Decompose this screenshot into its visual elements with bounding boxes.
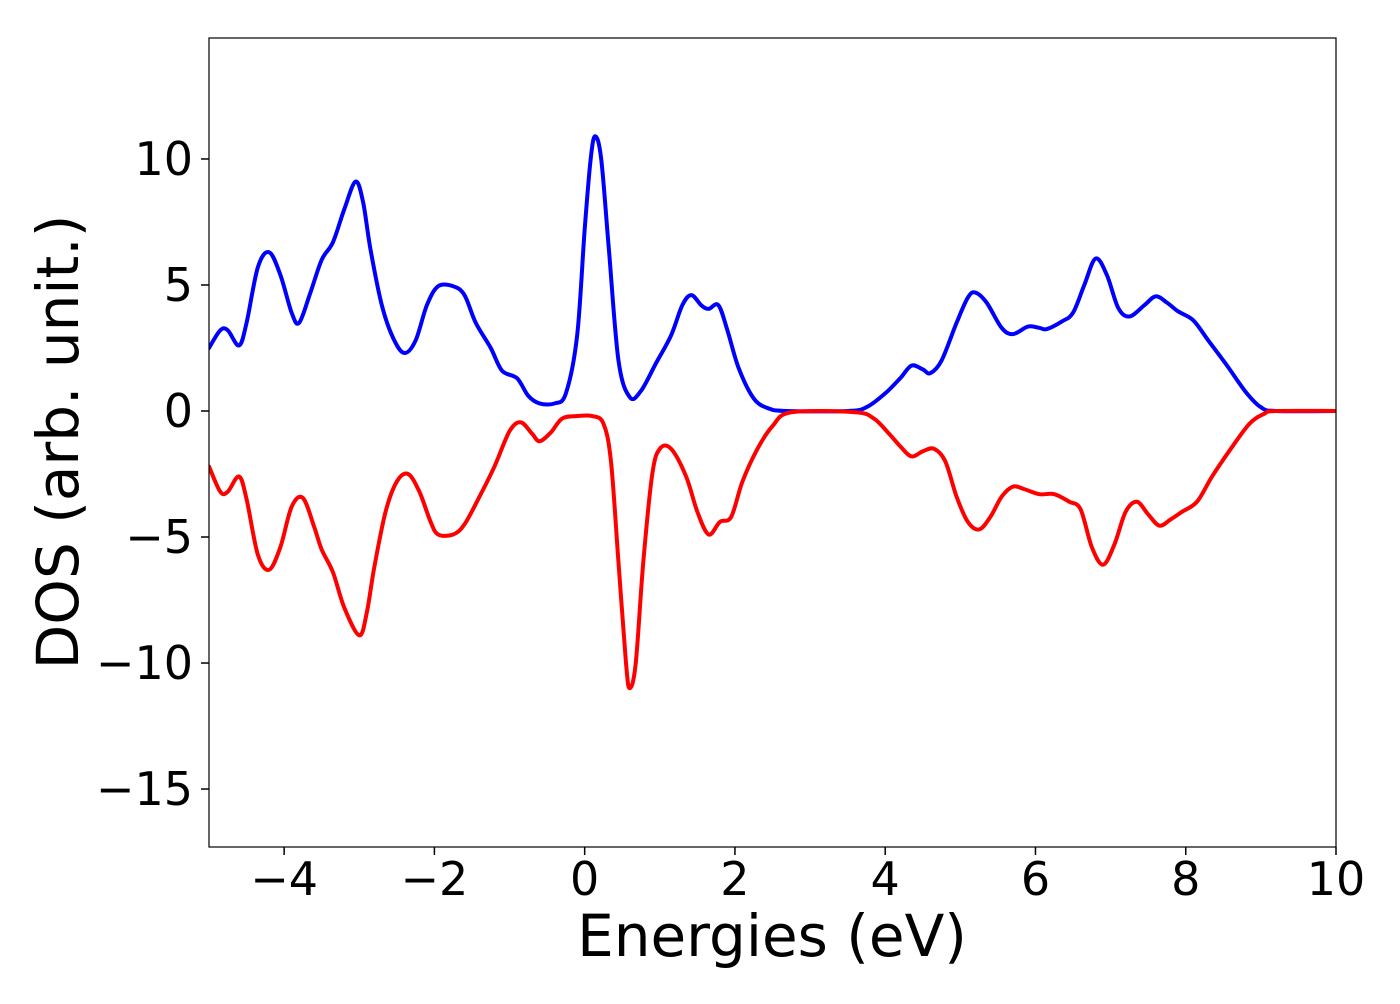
x-tick-label: 0 xyxy=(570,852,599,906)
y-tick-label: −15 xyxy=(96,762,193,816)
x-tick-label: 4 xyxy=(871,852,900,906)
x-axis-ticks: −4 −2 0 2 4 6 8 10 xyxy=(250,847,1365,906)
x-tick-label: 8 xyxy=(1171,852,1200,906)
plot-frame xyxy=(208,37,1337,848)
y-axis-ticks: 10 5 0 −5 −10 −15 xyxy=(96,132,209,816)
y-tick-label: 10 xyxy=(134,132,193,186)
y-axis-label: DOS (arb. unit.) xyxy=(24,215,92,670)
dos-line-blue xyxy=(209,134,1336,414)
x-tick-label: 10 xyxy=(1307,852,1366,906)
y-tick-label: 5 xyxy=(164,258,193,312)
series-layer xyxy=(209,134,1336,691)
y-tick-label: −5 xyxy=(125,510,193,564)
x-tick-label: 6 xyxy=(1021,852,1050,906)
dos-line-red xyxy=(209,408,1336,691)
x-tick-label: 2 xyxy=(720,852,749,906)
y-tick-label: 0 xyxy=(164,384,193,438)
x-tick-label: −4 xyxy=(250,852,318,906)
x-tick-label: −2 xyxy=(400,852,468,906)
y-tick-label: −10 xyxy=(96,636,193,690)
x-axis-label: Energies (eV) xyxy=(577,902,967,970)
